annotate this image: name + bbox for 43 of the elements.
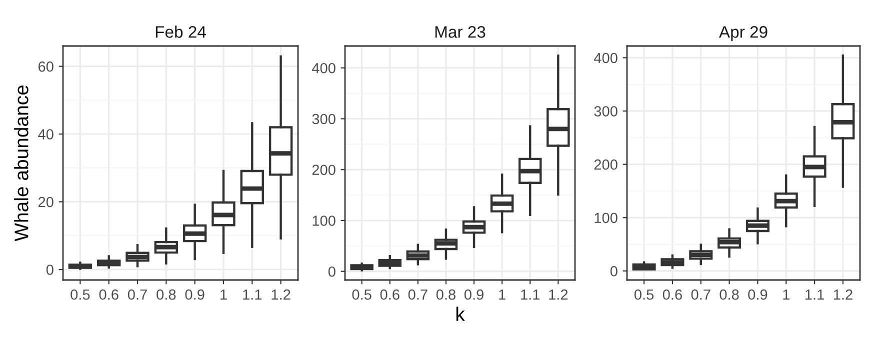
y-tick-label: 300 [312, 114, 336, 124]
x-tick-label: 0.5 [352, 289, 372, 300]
y-axis-title: Whale abundance [14, 85, 28, 242]
y-tick-label: 100 [312, 216, 336, 226]
x-tick-label: 0.7 [128, 289, 147, 300]
y-tick-label: 20 [38, 196, 54, 208]
y-tick-label: 200 [594, 159, 618, 170]
y-tick-label: 40 [38, 129, 54, 140]
x-tick-label: 1.1 [243, 290, 262, 300]
x-tick-label: 1.2 [549, 289, 568, 300]
x-tick-label: 1 [499, 290, 506, 300]
x-tick-label: 1 [783, 290, 790, 300]
x-tick-label: 0.9 [748, 289, 768, 300]
chart-title: Apr 29 [718, 26, 768, 42]
x-tick-label: 0.8 [156, 289, 176, 300]
y-tick-label: 100 [594, 212, 618, 224]
y-tick-label: 0 [328, 266, 336, 277]
y-tick-label: 0 [610, 266, 618, 276]
x-tick-label: 0.8 [436, 289, 456, 300]
y-tick-label: 400 [594, 52, 618, 64]
y-tick-label: 60 [38, 61, 54, 72]
x-tick-label: 0.7 [408, 289, 428, 300]
x-tick-label: 1.1 [806, 290, 824, 300]
x-tick-label: 0.5 [634, 289, 654, 300]
y-tick-label: 300 [594, 106, 618, 116]
x-tick-label: 0.6 [380, 289, 400, 300]
chart-title: Feb 24 [156, 26, 206, 38]
chart-title: Mar 23 [435, 26, 486, 38]
x-tick-label: 0.7 [691, 289, 710, 300]
y-tick-label: 0 [46, 264, 54, 275]
x-tick-label: 1.1 [521, 290, 540, 300]
y-tick-label: 200 [312, 164, 336, 176]
x-axis-title: k [456, 306, 465, 321]
x-tick-label: 0.5 [70, 289, 90, 300]
x-tick-label: 1.2 [834, 289, 852, 300]
x-tick-label: 0.8 [720, 289, 739, 300]
x-tick-label: 0.6 [99, 289, 118, 300]
x-tick-label: 0.9 [464, 289, 484, 300]
y-tick-label: 400 [312, 62, 336, 74]
x-tick-label: 0.9 [185, 289, 204, 300]
x-tick-label: 0.6 [662, 289, 682, 300]
x-tick-label: 1 [220, 290, 227, 300]
x-tick-label: 1.2 [272, 289, 290, 300]
